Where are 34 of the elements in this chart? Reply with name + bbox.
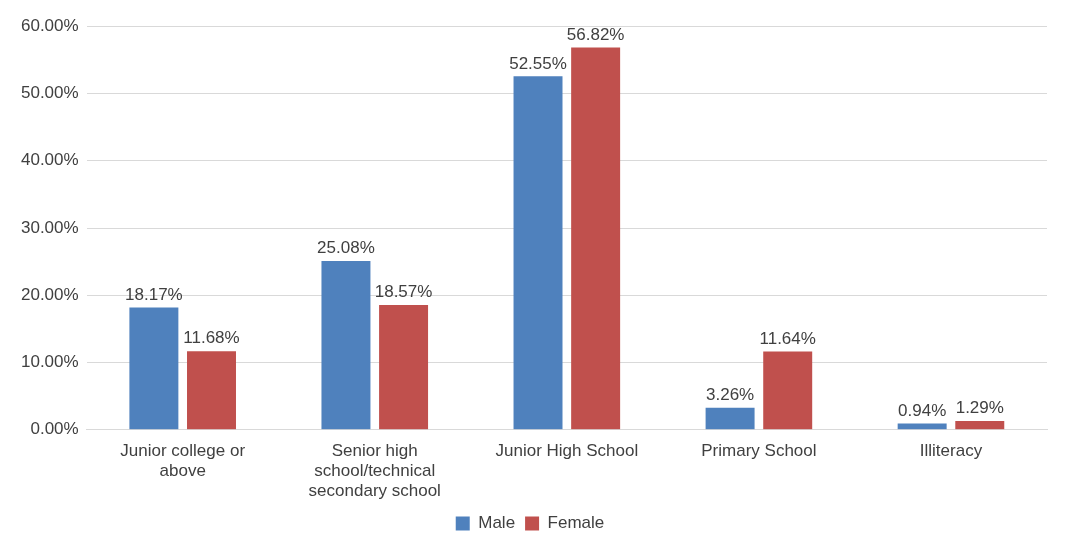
bar: [571, 47, 621, 430]
bar: [321, 261, 371, 430]
bar: [513, 76, 563, 430]
y-tick-label: 20.00%: [20, 284, 79, 304]
data-label: 56.82%: [566, 24, 625, 44]
y-tick-label: 60.00%: [20, 15, 79, 35]
data-label: 0.94%: [898, 400, 947, 420]
legend-label: Male: [478, 513, 516, 533]
legend-label: Female: [547, 513, 605, 533]
y-tick-label: 0.00%: [30, 419, 79, 439]
y-tick-label: 10.00%: [20, 352, 79, 372]
y-tick-label: 30.00%: [20, 217, 79, 237]
data-label: 1.29%: [955, 398, 1004, 418]
data-label: 3.26%: [705, 385, 755, 405]
x-tick-label: Junior High School: [495, 440, 639, 460]
data-label: 25.08%: [317, 238, 375, 258]
bar: [763, 351, 813, 430]
bar: [187, 351, 236, 430]
bar: [897, 423, 947, 430]
data-label: 11.64%: [759, 328, 816, 348]
x-tick-label: Senior high school/technical secondary school: [308, 440, 441, 501]
bar: [705, 407, 755, 430]
data-label: 11.68%: [183, 328, 240, 348]
bar: [379, 304, 429, 430]
data-label: 18.57%: [374, 282, 433, 302]
y-tick-label: 50.00%: [20, 83, 79, 103]
x-tick-label: Primary School: [701, 440, 817, 460]
y-tick-label: 40.00%: [20, 150, 79, 170]
bar: [955, 421, 1005, 430]
x-tick-label: Illiteracy: [919, 440, 983, 460]
x-tick-label: Junior college or above: [120, 440, 246, 481]
bar: [129, 307, 179, 430]
data-label: 52.55%: [509, 53, 567, 73]
data-label: 18.17%: [125, 284, 183, 304]
